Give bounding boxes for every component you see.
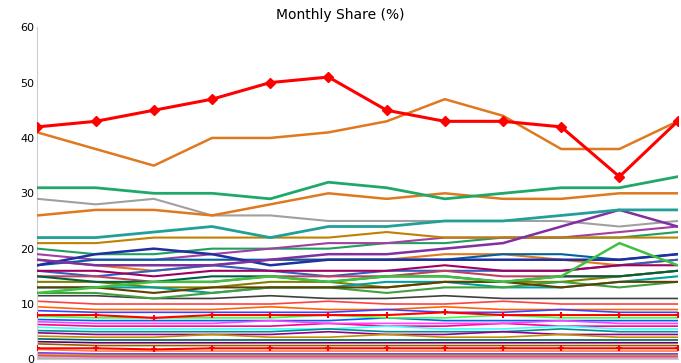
Text: Monthly Share (%): Monthly Share (%)	[276, 8, 405, 22]
